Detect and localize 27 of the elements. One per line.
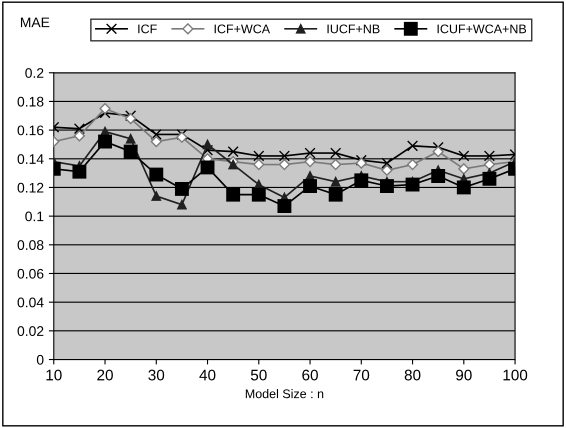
x-tick-label: 40 bbox=[199, 370, 216, 380]
y-tick-label: 0 bbox=[36, 354, 44, 365]
y-tick-label: 0.06 bbox=[18, 268, 44, 279]
x-tick-label: 60 bbox=[302, 370, 318, 380]
x-tick-label: 80 bbox=[404, 370, 420, 380]
y-tick-label: 0.12 bbox=[18, 182, 44, 193]
legend-label: ICF+WCA bbox=[214, 24, 270, 34]
y-axis-title: MAE bbox=[20, 18, 50, 28]
y-tick-label: 0.08 bbox=[18, 240, 44, 250]
legend-label: ICUF+WCA+NB bbox=[438, 24, 526, 34]
x-axis-title: Model Size : n bbox=[246, 389, 324, 398]
y-tick-label: 0.14 bbox=[18, 154, 44, 164]
legend-label: ICF bbox=[138, 24, 157, 34]
x-tick-label: 50 bbox=[250, 370, 267, 380]
x-tick-label: 90 bbox=[456, 370, 472, 380]
legend-label: IUCF+NB bbox=[328, 24, 380, 34]
y-tick-label: 0.02 bbox=[18, 326, 44, 336]
y-tick-label: 0.04 bbox=[18, 298, 44, 308]
y-tick-label: 0.2 bbox=[25, 68, 44, 78]
y-tick-label: 0.16 bbox=[18, 125, 44, 136]
x-tick-label: 100 bbox=[503, 370, 528, 380]
x-tick-label: 30 bbox=[148, 370, 164, 380]
y-tick-label: 0.1 bbox=[25, 211, 44, 222]
x-tick-label: 20 bbox=[97, 370, 113, 380]
x-tick-label: 70 bbox=[354, 370, 370, 380]
x-tick-label: 10 bbox=[46, 370, 62, 380]
y-tick-label: 0.18 bbox=[18, 96, 44, 107]
